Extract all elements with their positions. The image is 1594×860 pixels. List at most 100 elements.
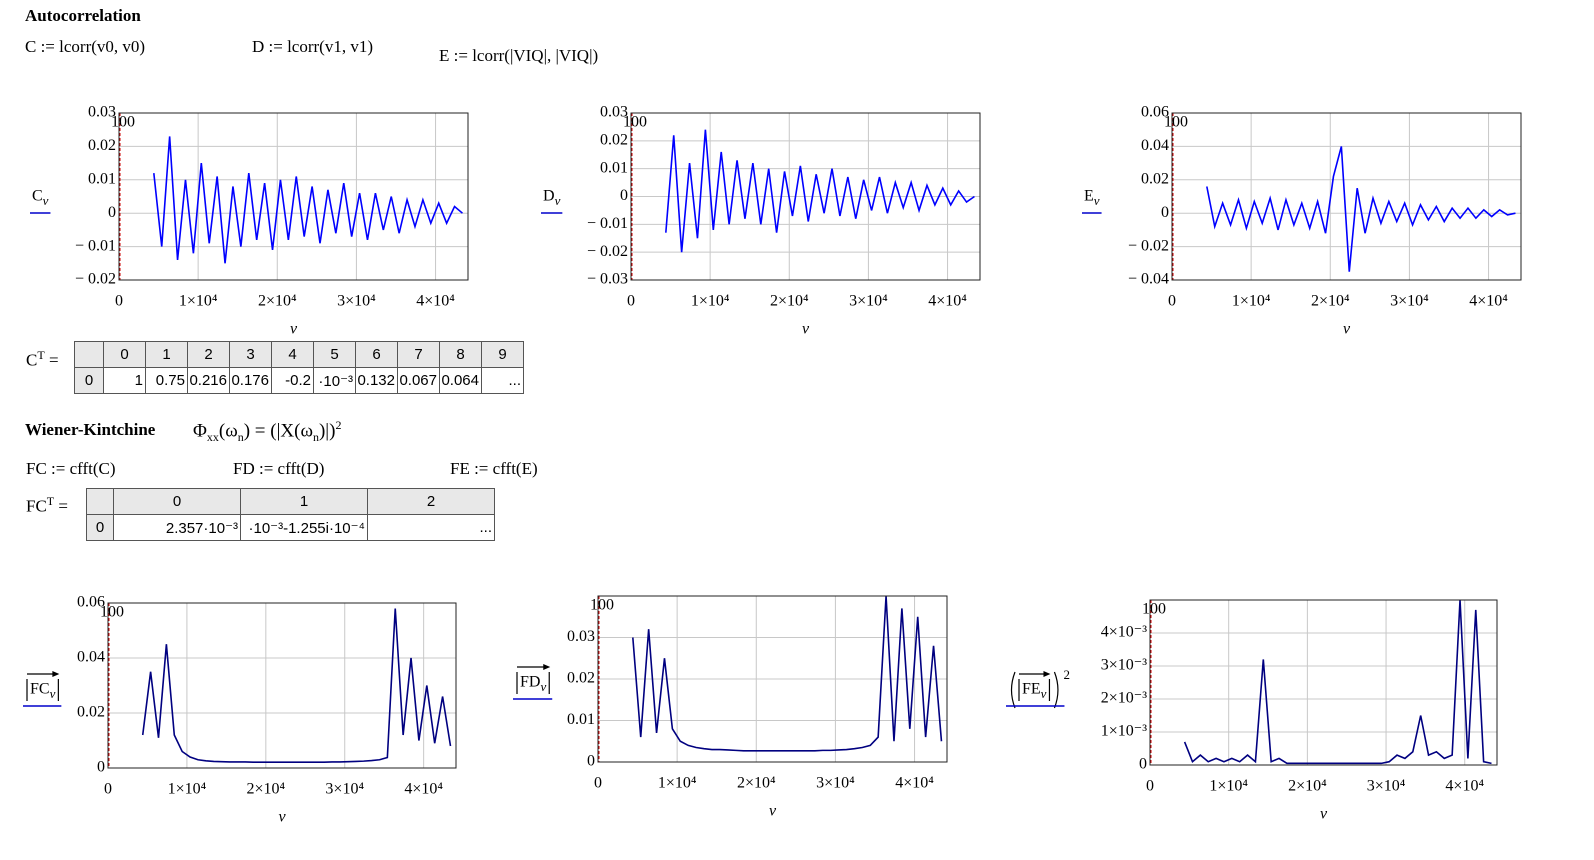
cell-value: ·10⁻³ — [318, 372, 353, 390]
cell: -0.2 — [271, 367, 314, 394]
equals: = — [48, 350, 59, 370]
x-tick-label: 2×10⁴ — [770, 293, 809, 310]
cell-value: 0.067 — [399, 372, 437, 389]
x-tick-label: 1×10⁴ — [179, 293, 218, 310]
x-axis-label: ν — [1320, 806, 1328, 823]
data-line — [1206, 146, 1516, 272]
paren — [1053, 671, 1059, 709]
x-tick-label: 3×10⁴ — [1367, 778, 1406, 795]
equals: = — [58, 496, 68, 516]
section-title: Autocorrelation — [25, 6, 141, 25]
x-tick-label: 3×10⁴ — [1390, 293, 1429, 310]
column-header: 1 — [145, 341, 188, 368]
cell-value: 1 — [134, 372, 143, 389]
y-tick-label: 4×10⁻³ — [1101, 624, 1147, 641]
cell-value: -0.2 — [285, 372, 311, 389]
row-header: 0 — [74, 367, 104, 394]
y-tick-label: 0.02 — [77, 704, 105, 721]
plot-area — [108, 603, 456, 768]
cell: ... — [481, 367, 524, 394]
y-tick-label: 0 — [1161, 204, 1169, 221]
y-axis-label-power: 2 — [1063, 667, 1070, 682]
row-header: 0 — [86, 514, 114, 541]
y-tick-label: 0.01 — [567, 711, 595, 728]
cell: 2.357·10⁻³ — [113, 514, 241, 541]
y-tick-label: − 0.01 — [587, 215, 628, 232]
x-tick-label: 1×10⁴ — [691, 293, 730, 310]
vector-arrow-head — [543, 664, 551, 670]
y-tick-label: 0 — [97, 759, 105, 776]
y-tick-label: 0.01 — [600, 159, 628, 176]
y-tick-label: − 0.02 — [75, 271, 116, 288]
formula-sub: xx — [206, 430, 219, 445]
x-tick-label: 3×10⁴ — [849, 293, 888, 310]
vector-arrow-head — [52, 671, 60, 677]
y-tick-label: − 0.01 — [75, 237, 116, 254]
plot-frame — [107, 602, 457, 769]
cell-value: 0.132 — [357, 372, 395, 389]
y-axis-label: D — [543, 188, 555, 205]
x-tick-label: 4×10⁴ — [928, 293, 967, 310]
x-tick-label: 0 — [1146, 778, 1154, 795]
column-header: 6 — [355, 341, 398, 368]
y-tick-label: − 0.02 — [587, 243, 628, 260]
y-axis-label-subscript: ν — [1094, 193, 1100, 208]
definition: C := lcorr(v0, v0) — [25, 37, 146, 56]
x-tick-label: 0 — [594, 775, 602, 792]
cell-value: 0.064 — [441, 372, 479, 389]
y-tick-label: − 0.03 — [587, 271, 628, 288]
y-tick-label: 1×10⁻³ — [1101, 723, 1147, 740]
column-header: 1 — [240, 488, 368, 515]
cell: 0.216 — [187, 367, 230, 394]
formula-sub: n — [312, 430, 319, 445]
table-label: CT = — [26, 348, 59, 371]
y-axis-label: FD — [520, 674, 540, 691]
x-tick-label: 2×10⁴ — [258, 293, 297, 310]
formula: Φxx(ωn) = (|X(ωn)|)2 — [193, 418, 341, 445]
limit-marker: 100 — [623, 114, 647, 131]
y-axis-label-subscript: ν — [540, 679, 546, 694]
cell-value: 0.216 — [189, 372, 227, 389]
cell-value: 0.75 — [155, 372, 185, 389]
limit-marker: 100 — [111, 114, 135, 131]
x-tick-label: 2×10⁴ — [247, 781, 286, 798]
y-axis-label-subscript: ν — [555, 193, 561, 208]
table-label: FCT = — [26, 494, 68, 517]
column-header: 0 — [113, 488, 241, 515]
cell: ... — [367, 514, 495, 541]
y-tick-label: 0 — [1139, 756, 1147, 773]
formula-sup: 2 — [335, 418, 342, 432]
y-tick-label: 0.06 — [1141, 104, 1169, 121]
cell: 0.132 — [355, 367, 398, 394]
x-tick-label: 3×10⁴ — [337, 293, 376, 310]
y-axis-label: FC — [30, 681, 50, 698]
limit-marker: 100 — [100, 604, 124, 621]
y-axis-label: FE — [1022, 681, 1041, 698]
plot-frame — [597, 595, 948, 763]
x-tick-label: 4×10⁴ — [1469, 293, 1508, 310]
cell-value: ... — [508, 372, 521, 389]
paren — [1010, 671, 1016, 709]
y-tick-label: 0 — [620, 187, 628, 204]
y-tick-label: 0.03 — [567, 628, 595, 645]
cell-value: ·10⁻³-1.255i·10⁻⁴ — [248, 519, 366, 537]
y-tick-label: 3×10⁻³ — [1101, 657, 1147, 674]
definition: D := lcorr(v1, v1) — [252, 37, 374, 56]
cell-value: 0.176 — [231, 372, 269, 389]
column-header: 3 — [229, 341, 272, 368]
x-tick-label: 0 — [1168, 293, 1176, 310]
section-title: Wiener-Kintchine — [25, 420, 156, 439]
x-tick-label: 1×10⁴ — [168, 781, 207, 798]
y-axis-label-subscript: ν — [1041, 686, 1047, 701]
plot-frame — [630, 112, 981, 281]
limit-marker: 100 — [1142, 601, 1166, 618]
x-tick-label: 0 — [115, 293, 123, 310]
cell: 1 — [103, 367, 146, 394]
data-line — [141, 608, 452, 764]
x-tick-label: 2×10⁴ — [1311, 293, 1350, 310]
x-tick-label: 0 — [627, 293, 635, 310]
x-axis-label: ν — [1343, 321, 1351, 338]
x-axis-label: ν — [769, 803, 777, 820]
